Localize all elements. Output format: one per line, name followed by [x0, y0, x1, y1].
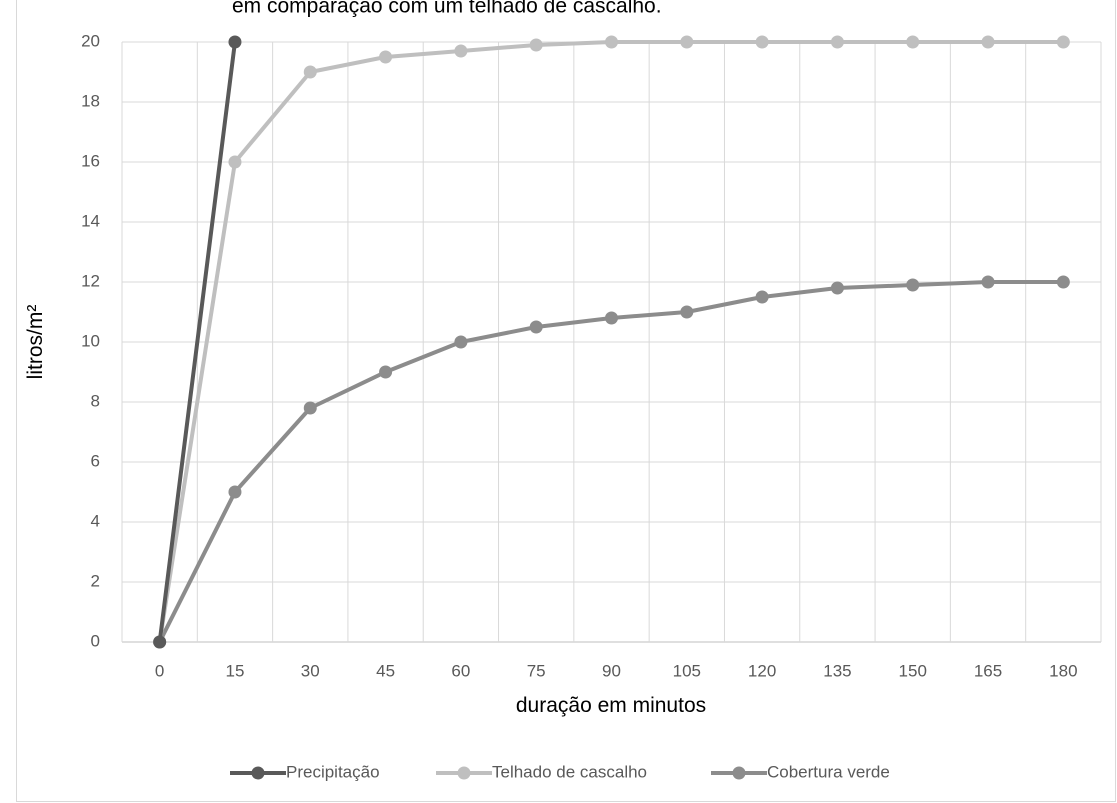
gridlines: [121, 41, 1102, 643]
y-tick-label: 20: [81, 31, 100, 50]
x-tick-label: 15: [226, 661, 245, 680]
x-tick-label: 45: [376, 661, 395, 680]
data-point: [605, 311, 618, 325]
y-axis-title: litros/m²: [24, 305, 47, 380]
x-tick-label: 180: [1049, 661, 1077, 680]
legend-swatch-marker: [732, 766, 746, 780]
legend-label: Telhado de cascalho: [492, 762, 647, 781]
legend-swatch-marker: [457, 766, 471, 780]
x-tick-label: 150: [899, 661, 927, 680]
chart-frame: [16, 0, 1116, 802]
data-point: [303, 65, 317, 79]
data-point: [906, 278, 920, 292]
data-point: [830, 281, 844, 295]
data-point: [153, 635, 167, 649]
y-tick-label: 4: [91, 511, 100, 530]
data-point: [755, 35, 769, 49]
chart-title: em comparação com um telhado de cascalho…: [232, 0, 662, 18]
x-axis-title: duração em minutos: [516, 694, 706, 717]
x-tick-label: 120: [748, 661, 776, 680]
data-point: [906, 35, 920, 49]
data-point: [303, 401, 317, 415]
data-point: [529, 320, 543, 334]
x-tick-label: 105: [673, 661, 701, 680]
y-tick-label: 8: [91, 391, 100, 410]
series-line: [157, 40, 237, 644]
data-point: [1056, 275, 1070, 289]
data-point: [755, 290, 769, 304]
data-point: [830, 35, 844, 49]
series-lines: [153, 35, 1070, 649]
legend-swatch-marker: [251, 766, 265, 780]
y-tick-label: 0: [91, 631, 100, 650]
data-point: [529, 38, 543, 52]
y-tick-label: 10: [81, 331, 100, 350]
data-point: [228, 35, 242, 49]
x-tick-label: 75: [527, 661, 546, 680]
x-tick-label: 60: [451, 661, 470, 680]
data-point: [605, 35, 618, 49]
y-tick-label: 12: [81, 271, 100, 290]
data-point: [379, 365, 393, 379]
data-point: [981, 35, 995, 49]
y-tick-label: 6: [91, 451, 100, 470]
legend-label: Cobertura verde: [767, 762, 890, 781]
data-point: [680, 35, 694, 49]
data-point: [454, 335, 468, 349]
data-point: [680, 305, 694, 319]
x-tick-labels: 0 15 30 45 60 75 90 105 120 135 150 165 180: [155, 661, 1078, 680]
data-point: [1056, 35, 1070, 49]
y-tick-label: 18: [81, 91, 100, 110]
x-tick-label: 165: [974, 661, 1002, 680]
x-tick-label: 135: [823, 661, 851, 680]
data-point: [981, 275, 995, 289]
y-tick-label: 16: [81, 151, 100, 170]
data-point: [228, 155, 242, 169]
x-tick-label: 0: [155, 661, 164, 680]
data-point: [454, 44, 468, 58]
data-point: [228, 485, 242, 499]
y-tick-labels: 0 2 4 6 8 10 12 14 16 18 20: [81, 31, 100, 650]
data-point: [379, 50, 393, 64]
x-tick-label: 90: [602, 661, 621, 680]
y-tick-label: 14: [81, 211, 100, 230]
legend-label: Precipitação: [286, 762, 380, 781]
y-tick-label: 2: [91, 571, 100, 590]
x-tick-label: 30: [301, 661, 320, 680]
legend: Precipitação Telhado de cascalho Cobertura…: [230, 762, 890, 781]
